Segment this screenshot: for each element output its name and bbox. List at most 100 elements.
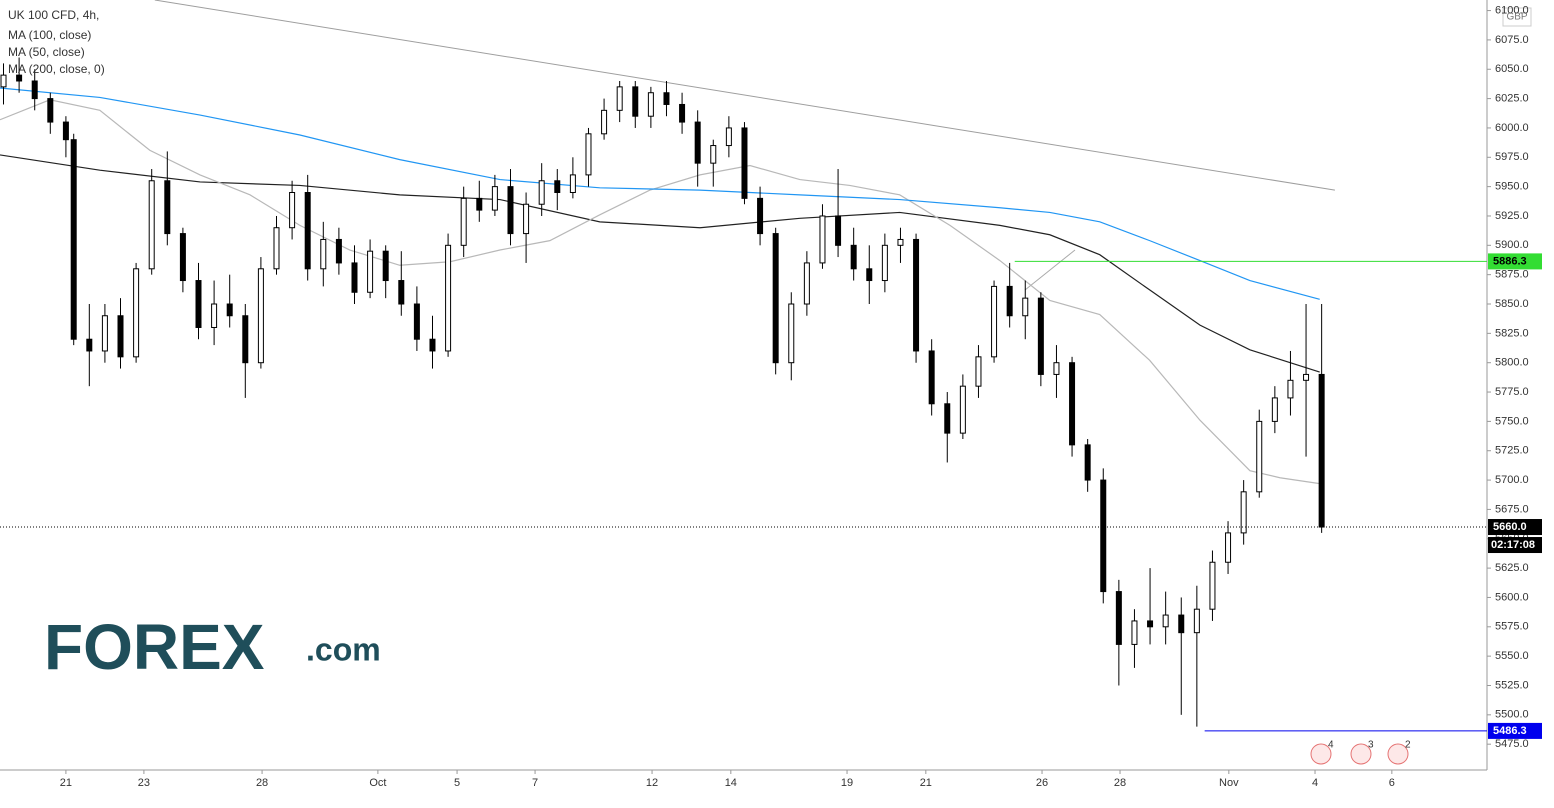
currency-box [1502,7,1532,27]
candle-body [632,86,639,117]
candle-body [803,262,810,305]
candle-body [1240,491,1247,534]
candle-body [757,197,764,235]
candle-body [1053,362,1060,375]
candle-body [1271,397,1278,422]
y-tick-label: 5725.0 [1495,445,1529,457]
candle-body [429,338,436,352]
y-tick-label: 5775.0 [1495,386,1529,398]
candle-body [31,80,38,100]
candle-body [944,403,951,434]
x-tick-label: 28 [256,777,268,789]
candle-body [1069,362,1076,446]
candle-body [1162,614,1169,628]
candle-body [585,133,592,176]
candle-body [897,238,904,246]
x-tick-label: 21 [60,777,72,789]
last-price-box [1488,519,1542,536]
currency: GBP [1506,12,1527,23]
candle-body [1318,373,1325,528]
candle-body [47,98,54,123]
candle-body [351,262,358,293]
candle-body [62,121,69,141]
y-tick-label: 5600.0 [1495,591,1529,603]
candle-body [913,238,920,352]
candle-body [835,215,842,246]
event-count: 4 [1328,740,1334,751]
moving-average [0,99,1320,485]
candle-body [289,192,296,229]
y-tick-label: 5750.0 [1495,415,1529,427]
y-tick-label: 6000.0 [1495,122,1529,134]
candle-body [1209,561,1216,610]
candle-body [211,303,218,328]
event-count: 3 [1368,740,1374,751]
x-tick-label: 5 [454,777,460,789]
candle-body [694,121,701,164]
candle-body [226,303,233,317]
candle-body [86,338,93,352]
x-tick-label: 12 [646,777,658,789]
candle-body [741,127,748,199]
candle-body [975,356,982,387]
countdown-box [1488,537,1542,554]
candle-body [507,186,514,235]
candle-body [523,203,530,235]
candle-body [1037,297,1044,375]
y-tick-label: 5525.0 [1495,679,1529,691]
y-tick-label: 5850.0 [1495,298,1529,310]
logo-suffix: .com [306,631,381,667]
drawing-line [1024,249,1076,291]
candle-body [16,74,23,82]
candle-body [413,303,420,340]
candle-body [1115,591,1122,645]
chart-title: UK 100 CFD, 4h, [8,8,99,22]
x-tick-label: 23 [138,777,150,789]
legend-entry: MA (200, close, 0) [8,62,105,76]
candle-body [601,109,608,135]
countdown: 02:17:08 [1491,539,1535,551]
y-tick-label: 6050.0 [1495,63,1529,75]
y-tick-label: 5500.0 [1495,709,1529,721]
legend-entry: MA (100, close) [8,28,91,42]
candle-body [133,268,140,358]
x-tick-label: Nov [1219,777,1239,789]
x-tick-label: 4 [1312,777,1318,789]
candle-body [1193,608,1200,634]
candle-body [367,250,374,293]
candle-body [1022,297,1029,317]
candle-body [725,127,732,147]
candle-body [1006,285,1013,317]
candle-body [788,303,795,364]
candle-body [554,180,561,193]
candle-body [195,280,202,328]
event-icon [1310,743,1332,765]
candle-body [179,233,186,282]
y-tick-label: 5700.0 [1495,474,1529,486]
candle-body [1147,620,1154,628]
candle-body [273,227,280,270]
x-tick-label: 28 [1114,777,1126,789]
candle-body [148,180,155,270]
y-tick-label: 5575.0 [1495,621,1529,633]
candle-body [1100,479,1107,593]
candle-body [772,233,779,364]
candle-body [398,280,405,305]
x-tick-label: 19 [841,777,853,789]
y-tick-label: 5475.0 [1495,738,1529,750]
candle-body [1256,420,1263,493]
candle-body [959,385,966,434]
event-count: 2 [1405,740,1411,751]
candle-body [647,92,654,117]
candle-body [257,268,264,364]
y-tick-label: 5625.0 [1495,562,1529,574]
logo-brand: FOREX [44,611,265,683]
logo-backdrop [20,600,420,700]
candle-body [928,350,935,405]
event-icon [1350,743,1372,765]
candle-body [538,180,545,205]
candle-body [616,86,623,111]
candle-body [866,268,873,282]
candle-body [335,238,342,264]
